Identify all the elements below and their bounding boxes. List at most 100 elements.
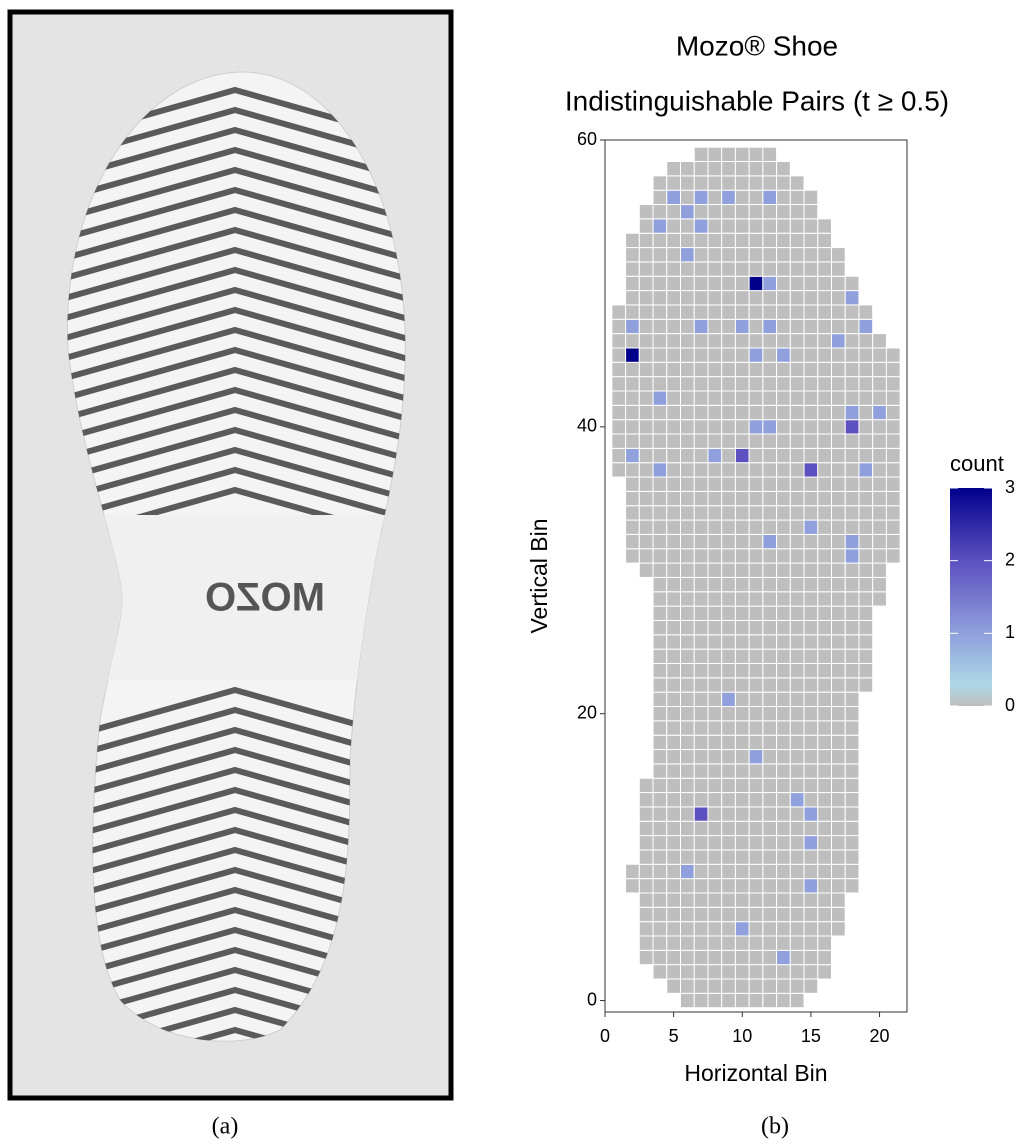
heat-tile	[653, 965, 667, 979]
heat-tile	[708, 233, 722, 247]
heat-tile	[735, 205, 749, 219]
heat-tile	[722, 893, 736, 907]
heat-tile	[653, 750, 667, 764]
heat-tile	[777, 334, 791, 348]
heat-tile	[873, 549, 887, 563]
heat-tile	[777, 735, 791, 749]
heat-tile	[722, 262, 736, 276]
heat-tile	[763, 262, 777, 276]
heat-tile	[667, 807, 681, 821]
heat-tile	[639, 291, 653, 305]
heat-tile	[763, 922, 777, 936]
heat-tile	[626, 864, 640, 878]
heat-tile	[777, 707, 791, 721]
heat-tile	[763, 377, 777, 391]
heat-tile	[859, 420, 873, 434]
heat-tile	[735, 477, 749, 491]
panel-label: (a)	[212, 1114, 239, 1140]
heat-tile	[694, 965, 708, 979]
heat-tile	[763, 534, 777, 548]
heat-tile	[667, 764, 681, 778]
heat-tile	[708, 391, 722, 405]
heat-tile	[832, 534, 846, 548]
heat-tile	[681, 377, 695, 391]
heat-tile	[832, 922, 846, 936]
heat-tile	[626, 434, 640, 448]
heat-tile	[667, 678, 681, 692]
heat-tile	[708, 162, 722, 176]
heat-tile	[845, 793, 859, 807]
heat-tile	[653, 864, 667, 878]
heat-tile	[763, 362, 777, 376]
heat-tile	[708, 965, 722, 979]
heat-tile	[777, 563, 791, 577]
heat-tile	[735, 993, 749, 1007]
heat-tile	[681, 778, 695, 792]
heat-tile	[722, 405, 736, 419]
heat-tile	[749, 362, 763, 376]
heat-tile	[886, 377, 900, 391]
heat-tile	[653, 793, 667, 807]
heat-tile	[804, 377, 818, 391]
heat-tile	[708, 879, 722, 893]
heat-tile	[612, 463, 626, 477]
heat-tile	[763, 477, 777, 491]
heat-tile	[818, 592, 832, 606]
heat-tile	[790, 979, 804, 993]
heat-tile	[708, 907, 722, 921]
heat-tile	[667, 649, 681, 663]
heat-tile	[639, 778, 653, 792]
y-tick-label: 20	[577, 702, 597, 722]
heat-tile	[735, 248, 749, 262]
heat-tile	[873, 520, 887, 534]
heat-tile	[818, 793, 832, 807]
heat-tile	[749, 821, 763, 835]
heat-tile	[790, 233, 804, 247]
heat-tile	[845, 405, 859, 419]
heat-tile	[694, 893, 708, 907]
heat-tile	[777, 750, 791, 764]
heat-tile	[626, 549, 640, 563]
heat-tile	[694, 807, 708, 821]
heat-tile	[873, 391, 887, 405]
heat-tile	[804, 262, 818, 276]
heat-tile	[845, 563, 859, 577]
heat-tile	[859, 534, 873, 548]
heat-tile	[735, 893, 749, 907]
heat-tile	[653, 735, 667, 749]
heat-tile	[818, 836, 832, 850]
heat-tile	[804, 305, 818, 319]
heat-tile	[777, 233, 791, 247]
heat-tile	[886, 434, 900, 448]
heat-tile	[722, 807, 736, 821]
heat-tile	[667, 606, 681, 620]
heat-tile	[832, 248, 846, 262]
heat-tile	[790, 520, 804, 534]
heat-tile	[832, 506, 846, 520]
heat-tile	[626, 534, 640, 548]
heat-tile	[653, 707, 667, 721]
heat-tile	[832, 491, 846, 505]
heat-tile	[763, 620, 777, 634]
heat-tile	[667, 893, 681, 907]
heat-tile	[749, 764, 763, 778]
heat-tile	[639, 434, 653, 448]
heat-tile	[749, 549, 763, 563]
heat-tile	[722, 965, 736, 979]
heat-tile	[667, 463, 681, 477]
heat-tile	[749, 334, 763, 348]
heat-tile	[818, 405, 832, 419]
heat-tile	[818, 319, 832, 333]
heat-tile	[639, 305, 653, 319]
heat-tile	[639, 205, 653, 219]
heat-tile	[845, 836, 859, 850]
heat-tile	[859, 620, 873, 634]
heat-tile	[708, 434, 722, 448]
heat-tile	[845, 850, 859, 864]
heat-tile	[763, 319, 777, 333]
heat-tile	[749, 592, 763, 606]
heat-tile	[681, 219, 695, 233]
heat-tile	[873, 463, 887, 477]
heat-tile	[722, 348, 736, 362]
heat-tile	[626, 348, 640, 362]
